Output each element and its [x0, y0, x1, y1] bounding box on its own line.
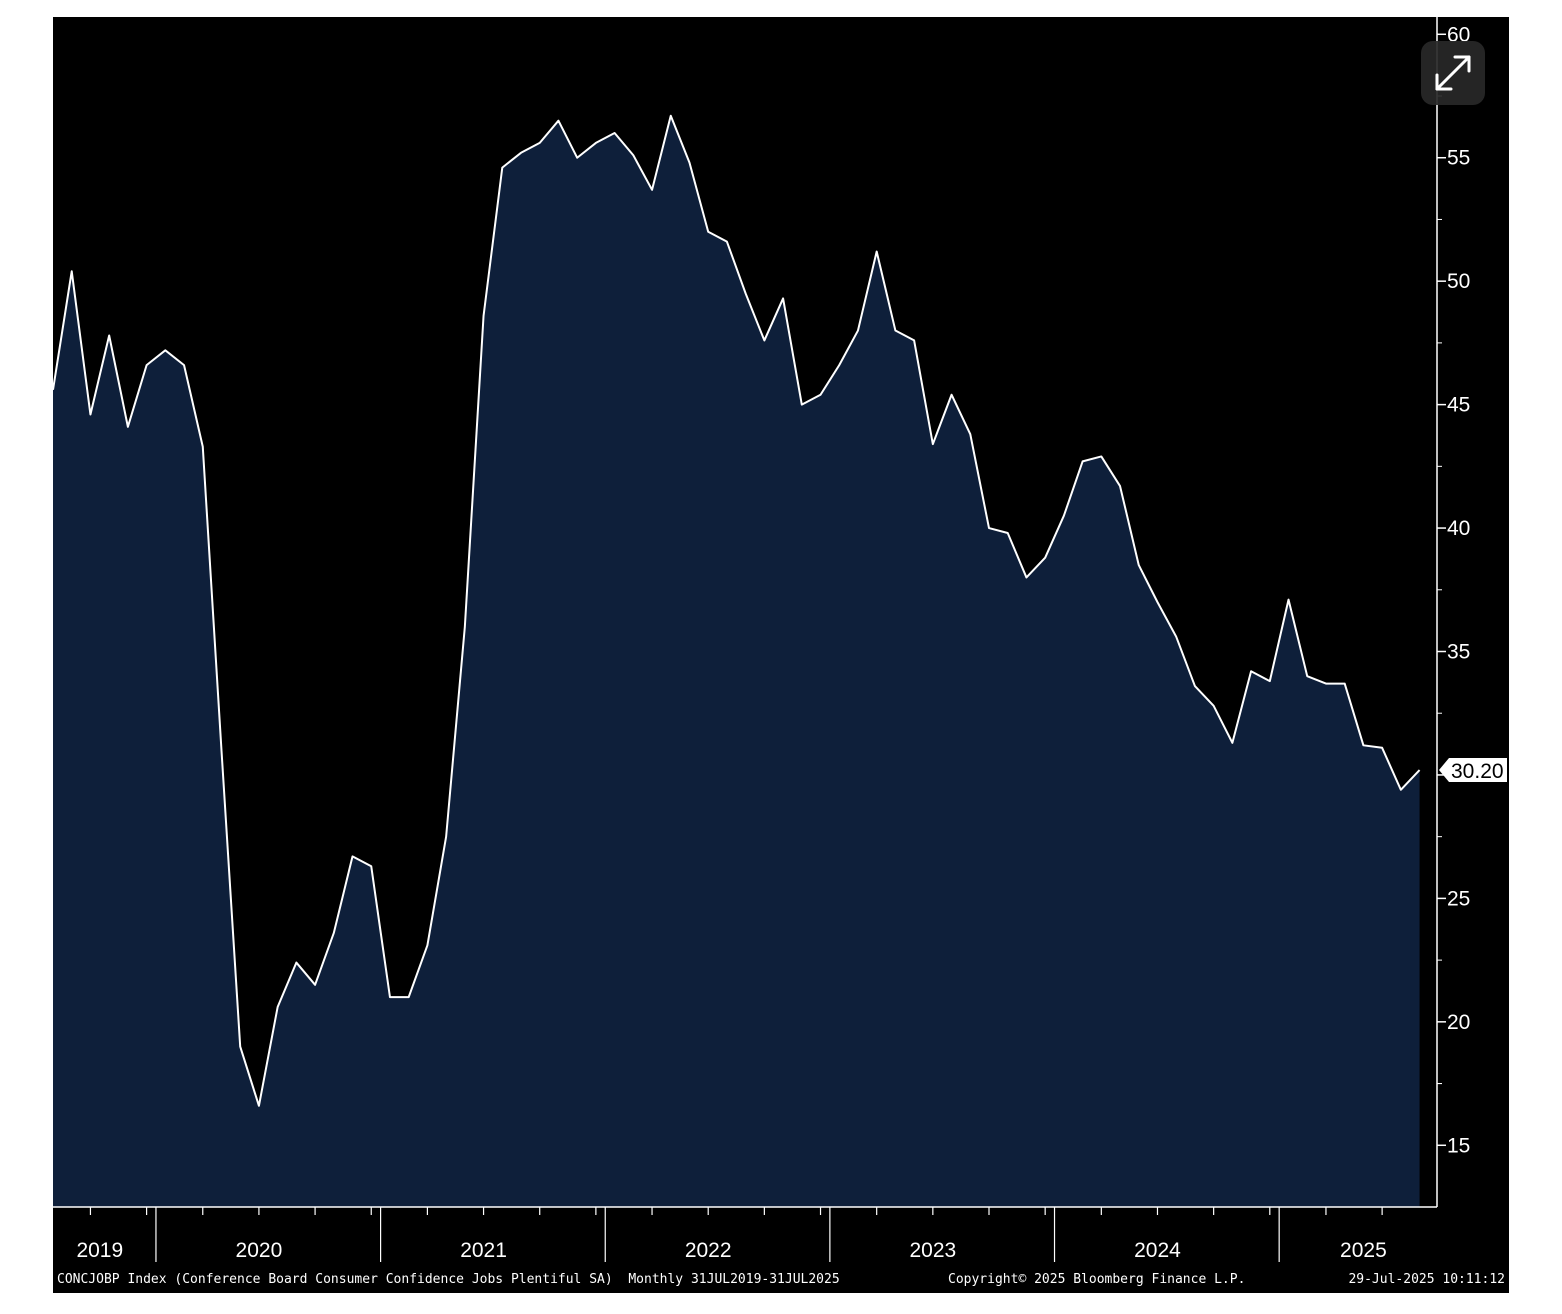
footer: CONCJOBP Index (Conference Board Consume… — [57, 1272, 1505, 1287]
footer-copyright: Copyright© 2025 Bloomberg Finance L.P. — [948, 1272, 1245, 1287]
y-tick-label: 60 — [1447, 23, 1470, 46]
y-tick-label: 35 — [1447, 641, 1470, 664]
last-value-label: 30.20 — [1451, 760, 1504, 783]
series-area-fill — [53, 115, 1420, 1207]
x-tick-label: 2023 — [909, 1239, 956, 1262]
x-tick-label: 2025 — [1340, 1239, 1387, 1262]
y-tick-label: 50 — [1447, 270, 1470, 293]
last-value-tag-shape — [1439, 758, 1507, 783]
x-tick-label: 2019 — [76, 1239, 123, 1262]
expand-arrows-icon — [1435, 55, 1471, 91]
last-value-tag: 30.20 — [1439, 758, 1507, 783]
y-tick-label: 40 — [1447, 517, 1470, 540]
x-tick-label: 2022 — [685, 1239, 732, 1262]
x-tick-label: 2024 — [1134, 1239, 1181, 1262]
x-tick-label: 2020 — [236, 1239, 283, 1262]
y-tick-label: 20 — [1447, 1011, 1470, 1034]
chart-frame: 15 20 25 35 40 45 50 55 60 30.20 2019 2020 2021 2022 2… — [53, 17, 1509, 1293]
plot-layer — [53, 114, 1421, 1207]
x-tick-label: 2021 — [460, 1239, 507, 1262]
expand-button[interactable] — [1421, 41, 1485, 105]
series-line — [53, 114, 1421, 1107]
footer-description: CONCJOBP Index (Conference Board Consume… — [57, 1272, 840, 1287]
y-tick-label: 45 — [1447, 394, 1470, 417]
y-tick-label: 15 — [1447, 1134, 1470, 1157]
y-tick-label: 55 — [1447, 147, 1470, 170]
footer-timestamp: 29-Jul-2025 10:11:12 — [1348, 1272, 1505, 1287]
y-tick-label: 25 — [1447, 887, 1470, 910]
